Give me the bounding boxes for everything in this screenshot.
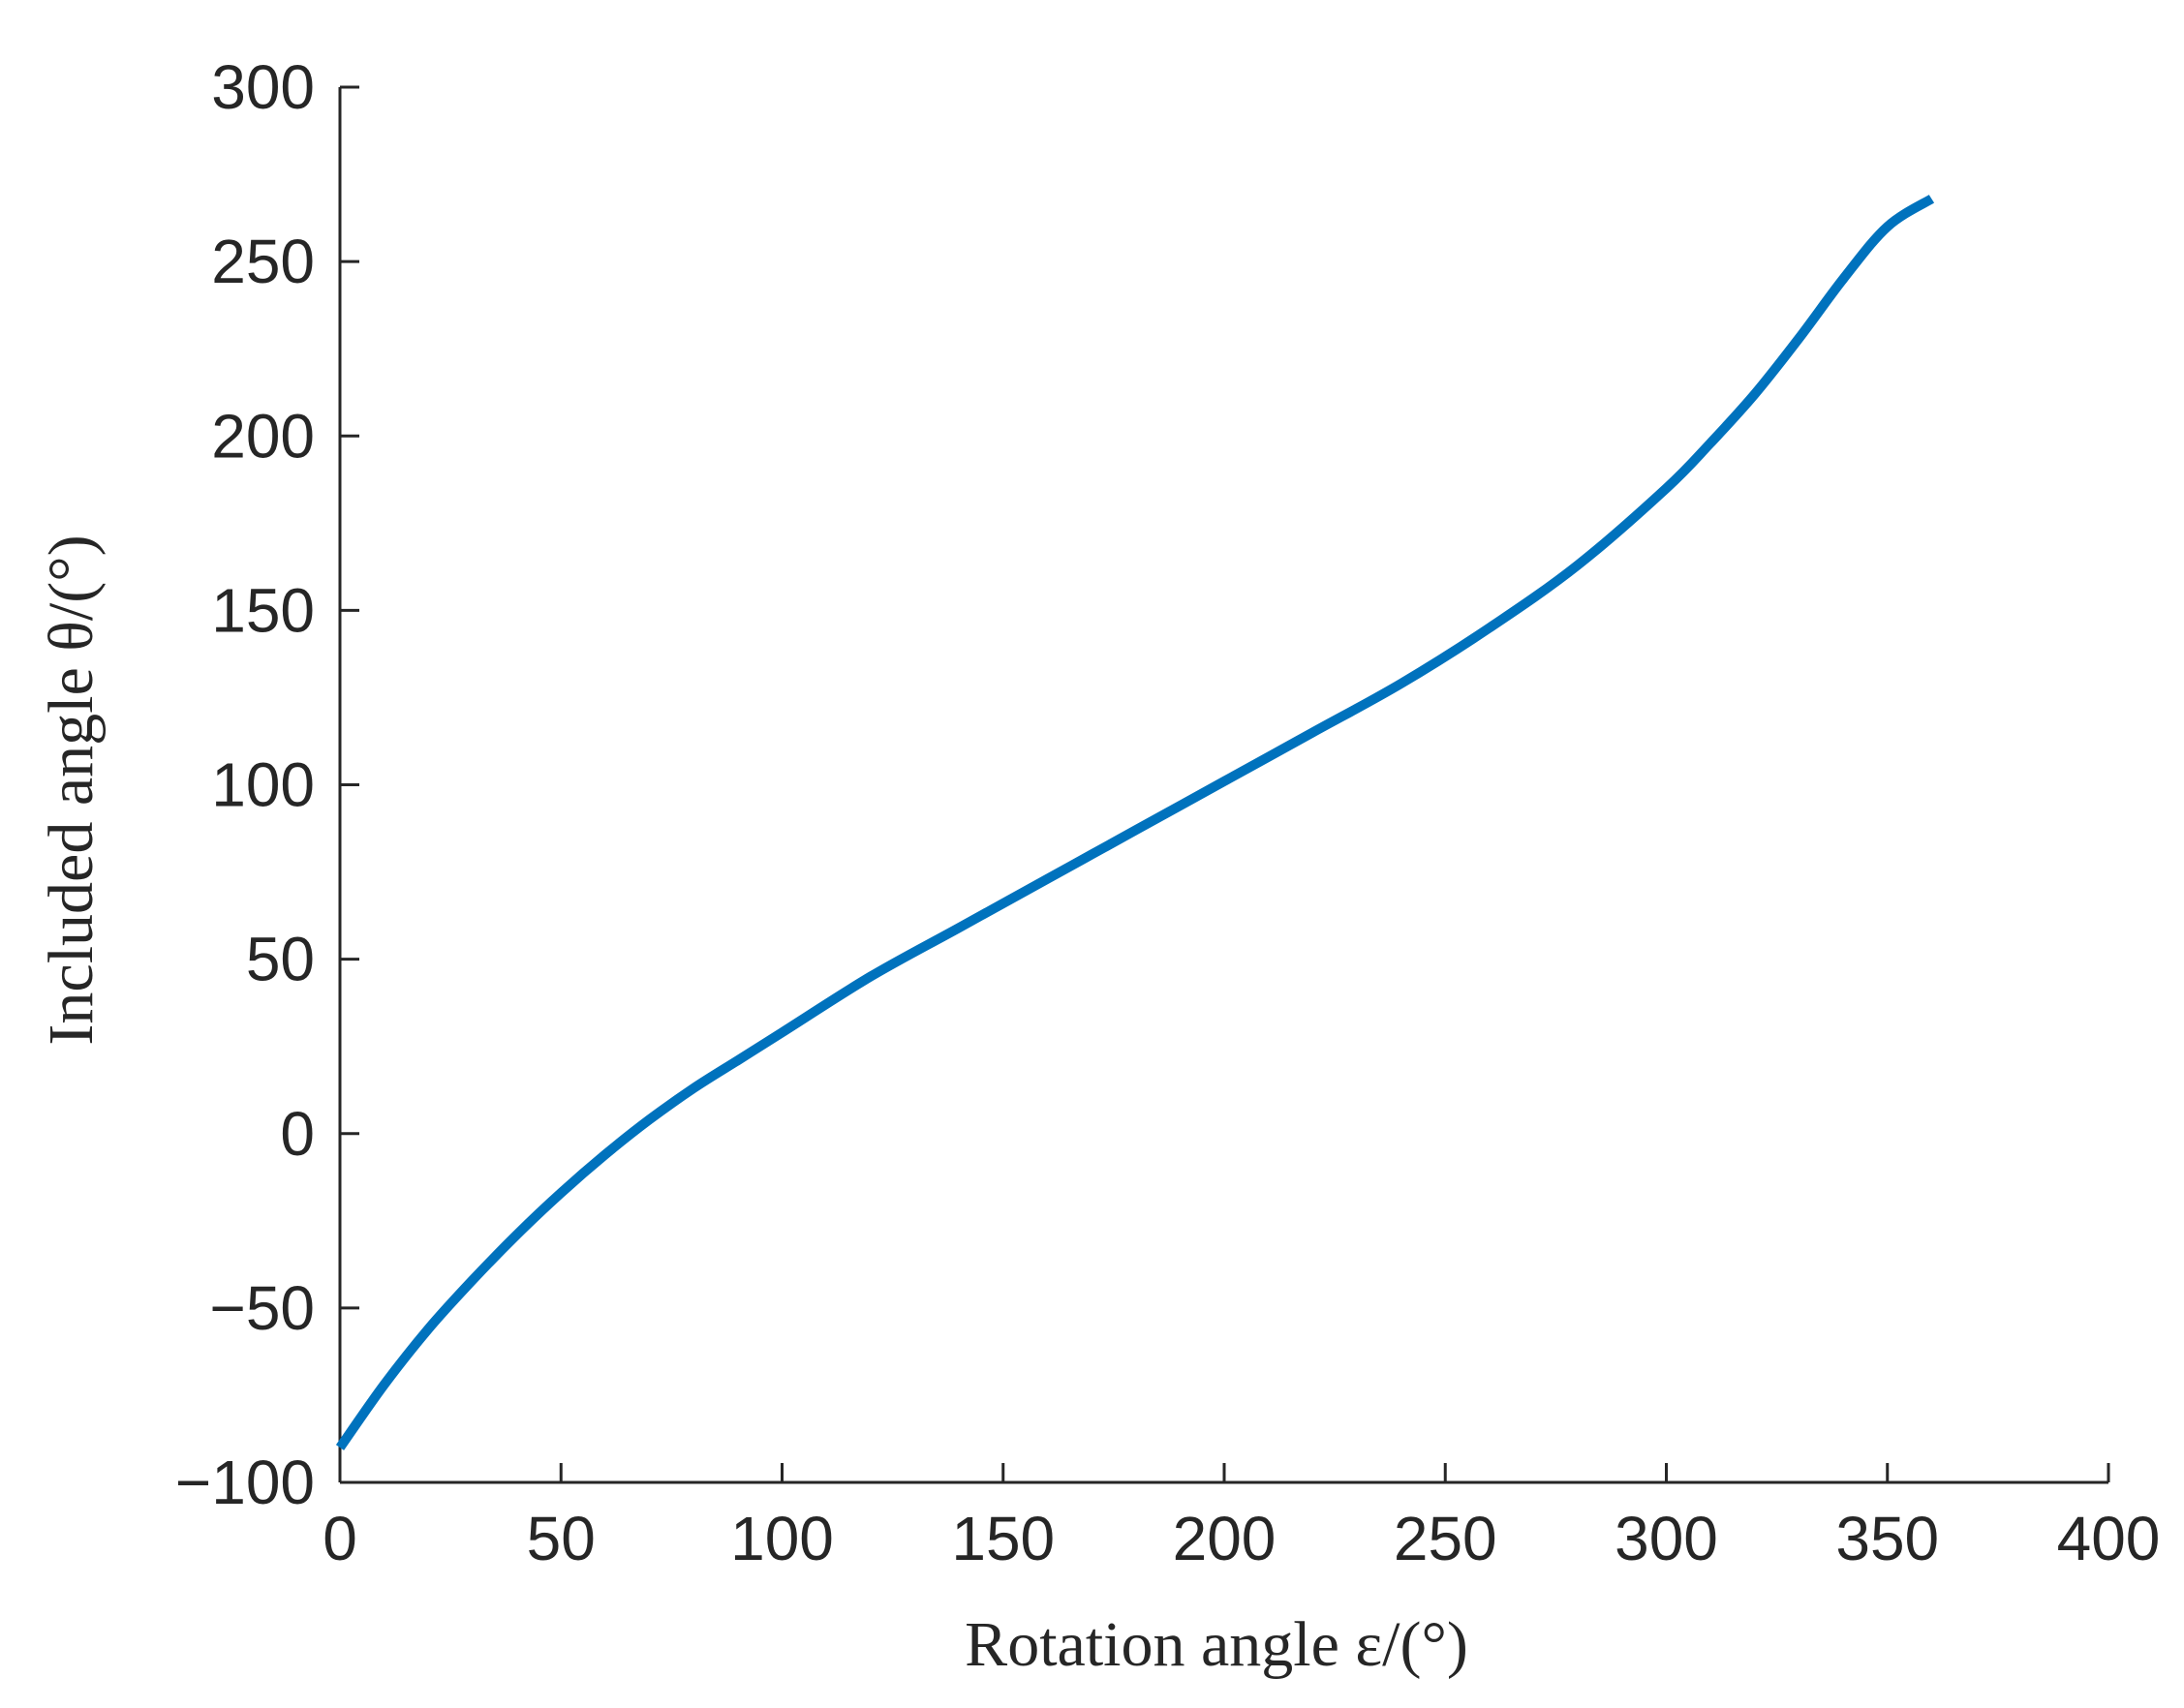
x-tick-label: 250 xyxy=(1394,1504,1497,1573)
y-tick-label: 200 xyxy=(211,401,315,471)
x-tick-label: 150 xyxy=(951,1504,1055,1573)
axes-layer xyxy=(338,85,2110,1484)
series-layer xyxy=(335,194,1935,1450)
x-tick-label: 200 xyxy=(1173,1504,1277,1573)
y-tick-label: 0 xyxy=(280,1099,315,1169)
x-tick-label: 400 xyxy=(2057,1504,2161,1573)
x-tick-label: 100 xyxy=(730,1504,834,1573)
y-tick-label: 150 xyxy=(211,575,315,645)
y-tick-label: 300 xyxy=(211,52,315,122)
x-tick-label: 50 xyxy=(527,1504,596,1573)
x-tick-label: 350 xyxy=(1835,1504,1939,1573)
y-tick-label: −50 xyxy=(209,1273,315,1343)
y-tick-label: 250 xyxy=(211,227,315,296)
x-axis-title: Rotation angle ε/(°) xyxy=(965,1609,1468,1680)
y-tick-label: −100 xyxy=(175,1448,315,1517)
y-tick-label: 100 xyxy=(211,750,315,820)
x-tick-label: 300 xyxy=(1615,1504,1718,1573)
y-axis-title: Included angle θ/(°) xyxy=(36,534,107,1045)
y-tick-label: 50 xyxy=(246,925,315,994)
tick-label-layer: 0 50 100 150 200 250 300 350 400 −100 −50 0 50 100 150… xyxy=(175,52,2161,1573)
x-tick-label: 0 xyxy=(323,1504,357,1573)
data-series-line xyxy=(335,194,1935,1450)
